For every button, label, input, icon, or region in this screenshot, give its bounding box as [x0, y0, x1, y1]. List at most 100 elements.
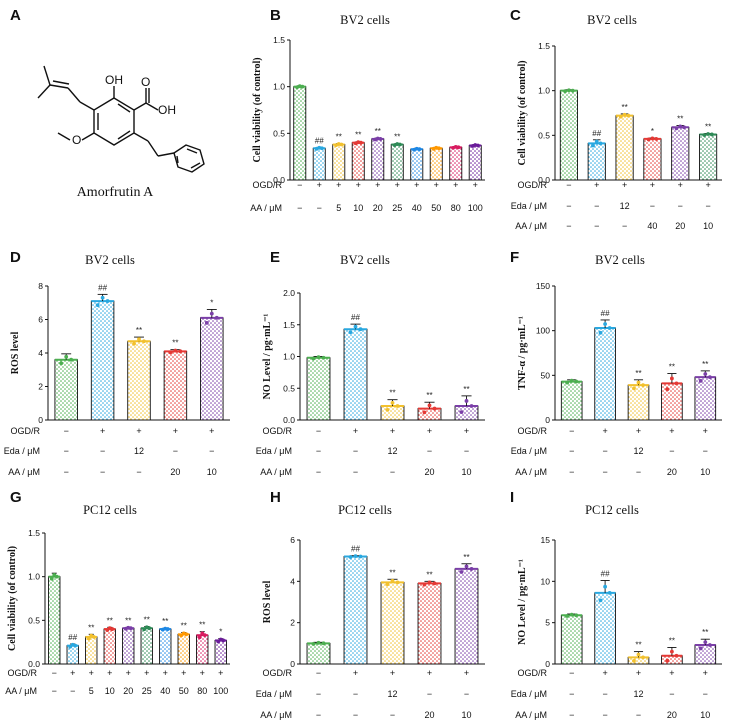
data-point [607, 591, 612, 595]
significance-marker: ## [351, 313, 360, 322]
bar [200, 317, 224, 421]
molecule-panel: A [10, 7, 205, 200]
bar [417, 408, 442, 421]
condition-value: − [64, 426, 69, 436]
y-tick-label: 4 [38, 348, 43, 358]
significance-marker: ** [705, 123, 711, 132]
bar [214, 639, 227, 665]
condition-row-label: OGD/R [517, 180, 547, 190]
condition-value: 5 [336, 203, 341, 213]
significance-marker: ** [669, 363, 675, 372]
condition-value: 10 [461, 467, 471, 477]
condition-value: − [566, 180, 571, 190]
data-point [54, 574, 59, 579]
condition-value: + [669, 426, 674, 436]
data-point [110, 627, 115, 631]
bar [615, 115, 634, 181]
data-point [390, 400, 395, 405]
significance-marker: ## [601, 570, 610, 579]
bar [410, 148, 424, 181]
data-point [674, 653, 679, 658]
data-point [95, 303, 100, 307]
significance-marker: ** [172, 339, 178, 348]
data-point [168, 350, 173, 355]
chart-title: BV2 cells [595, 253, 645, 267]
condition-value: − [52, 668, 57, 678]
y-tick-label: 0 [545, 659, 550, 669]
condition-row-label: Eda / μM [256, 689, 292, 699]
condition-value: − [569, 710, 574, 720]
condition-value: + [209, 426, 214, 436]
data-point [348, 330, 353, 335]
condition-value: 10 [703, 221, 713, 231]
significance-marker: ** [702, 360, 708, 369]
condition-value: − [353, 446, 358, 456]
y-tick-label: 10 [541, 576, 551, 586]
condition-value: + [89, 668, 94, 678]
bar [371, 138, 385, 181]
bar [48, 576, 61, 665]
y-tick-label: 0.0 [28, 659, 40, 669]
data-point [632, 386, 636, 391]
condition-value: − [566, 221, 571, 231]
condition-value: + [356, 180, 361, 190]
data-point [650, 136, 655, 141]
condition-value: 100 [213, 686, 228, 696]
condition-value: 12 [620, 201, 630, 211]
bar [90, 300, 115, 421]
significance-marker: ** [463, 553, 469, 562]
bar [380, 405, 405, 421]
condition-value: + [107, 668, 112, 678]
bar [163, 350, 188, 421]
data-point [594, 139, 599, 144]
condition-value: − [602, 467, 607, 477]
condition-value: − [602, 710, 607, 720]
condition-value: − [569, 426, 574, 436]
condition-row-label: OGD/R [517, 426, 547, 436]
condition-value: − [703, 446, 708, 456]
condition-value: 20 [123, 686, 133, 696]
condition-value: + [218, 668, 223, 678]
data-point [132, 341, 136, 346]
bar [468, 145, 482, 181]
significance-marker: ** [621, 103, 627, 112]
condition-value: + [336, 180, 341, 190]
data-point [565, 380, 570, 385]
chart-title: PC12 cells [83, 503, 137, 517]
condition-value: 40 [412, 203, 422, 213]
data-point [569, 612, 574, 617]
condition-value: + [181, 668, 186, 678]
y-tick-label: 0 [290, 659, 295, 669]
panel-letter-C: C [510, 7, 521, 24]
y-tick-label: 1.0 [538, 86, 550, 96]
bar [332, 144, 346, 181]
data-point [598, 598, 603, 603]
condition-value: + [602, 426, 607, 436]
condition-value: + [427, 668, 432, 678]
condition-value: 100 [468, 203, 483, 213]
y-tick-label: 0.0 [273, 175, 285, 185]
data-point [378, 137, 383, 141]
data-point [395, 404, 400, 408]
significance-marker: ** [162, 617, 168, 626]
significance-marker: ** [702, 628, 708, 637]
data-point [674, 381, 679, 386]
y-tick-label: 5 [545, 618, 550, 628]
condition-value: 80 [451, 203, 461, 213]
significance-marker: ** [669, 636, 675, 645]
condition-row-label: AA / μM [515, 221, 547, 231]
condition-value: 20 [373, 203, 383, 213]
data-point [86, 636, 91, 641]
data-point [417, 147, 422, 152]
chart-title: PC12 cells [585, 503, 639, 517]
data-point [422, 410, 427, 415]
data-point [641, 655, 645, 660]
bar [127, 340, 151, 421]
condition-value: − [594, 221, 599, 231]
significance-marker: ** [136, 326, 142, 335]
condition-value: + [464, 668, 469, 678]
significance-marker: ## [592, 129, 601, 138]
bar [159, 628, 172, 665]
y-tick-label: 1.5 [538, 41, 550, 51]
